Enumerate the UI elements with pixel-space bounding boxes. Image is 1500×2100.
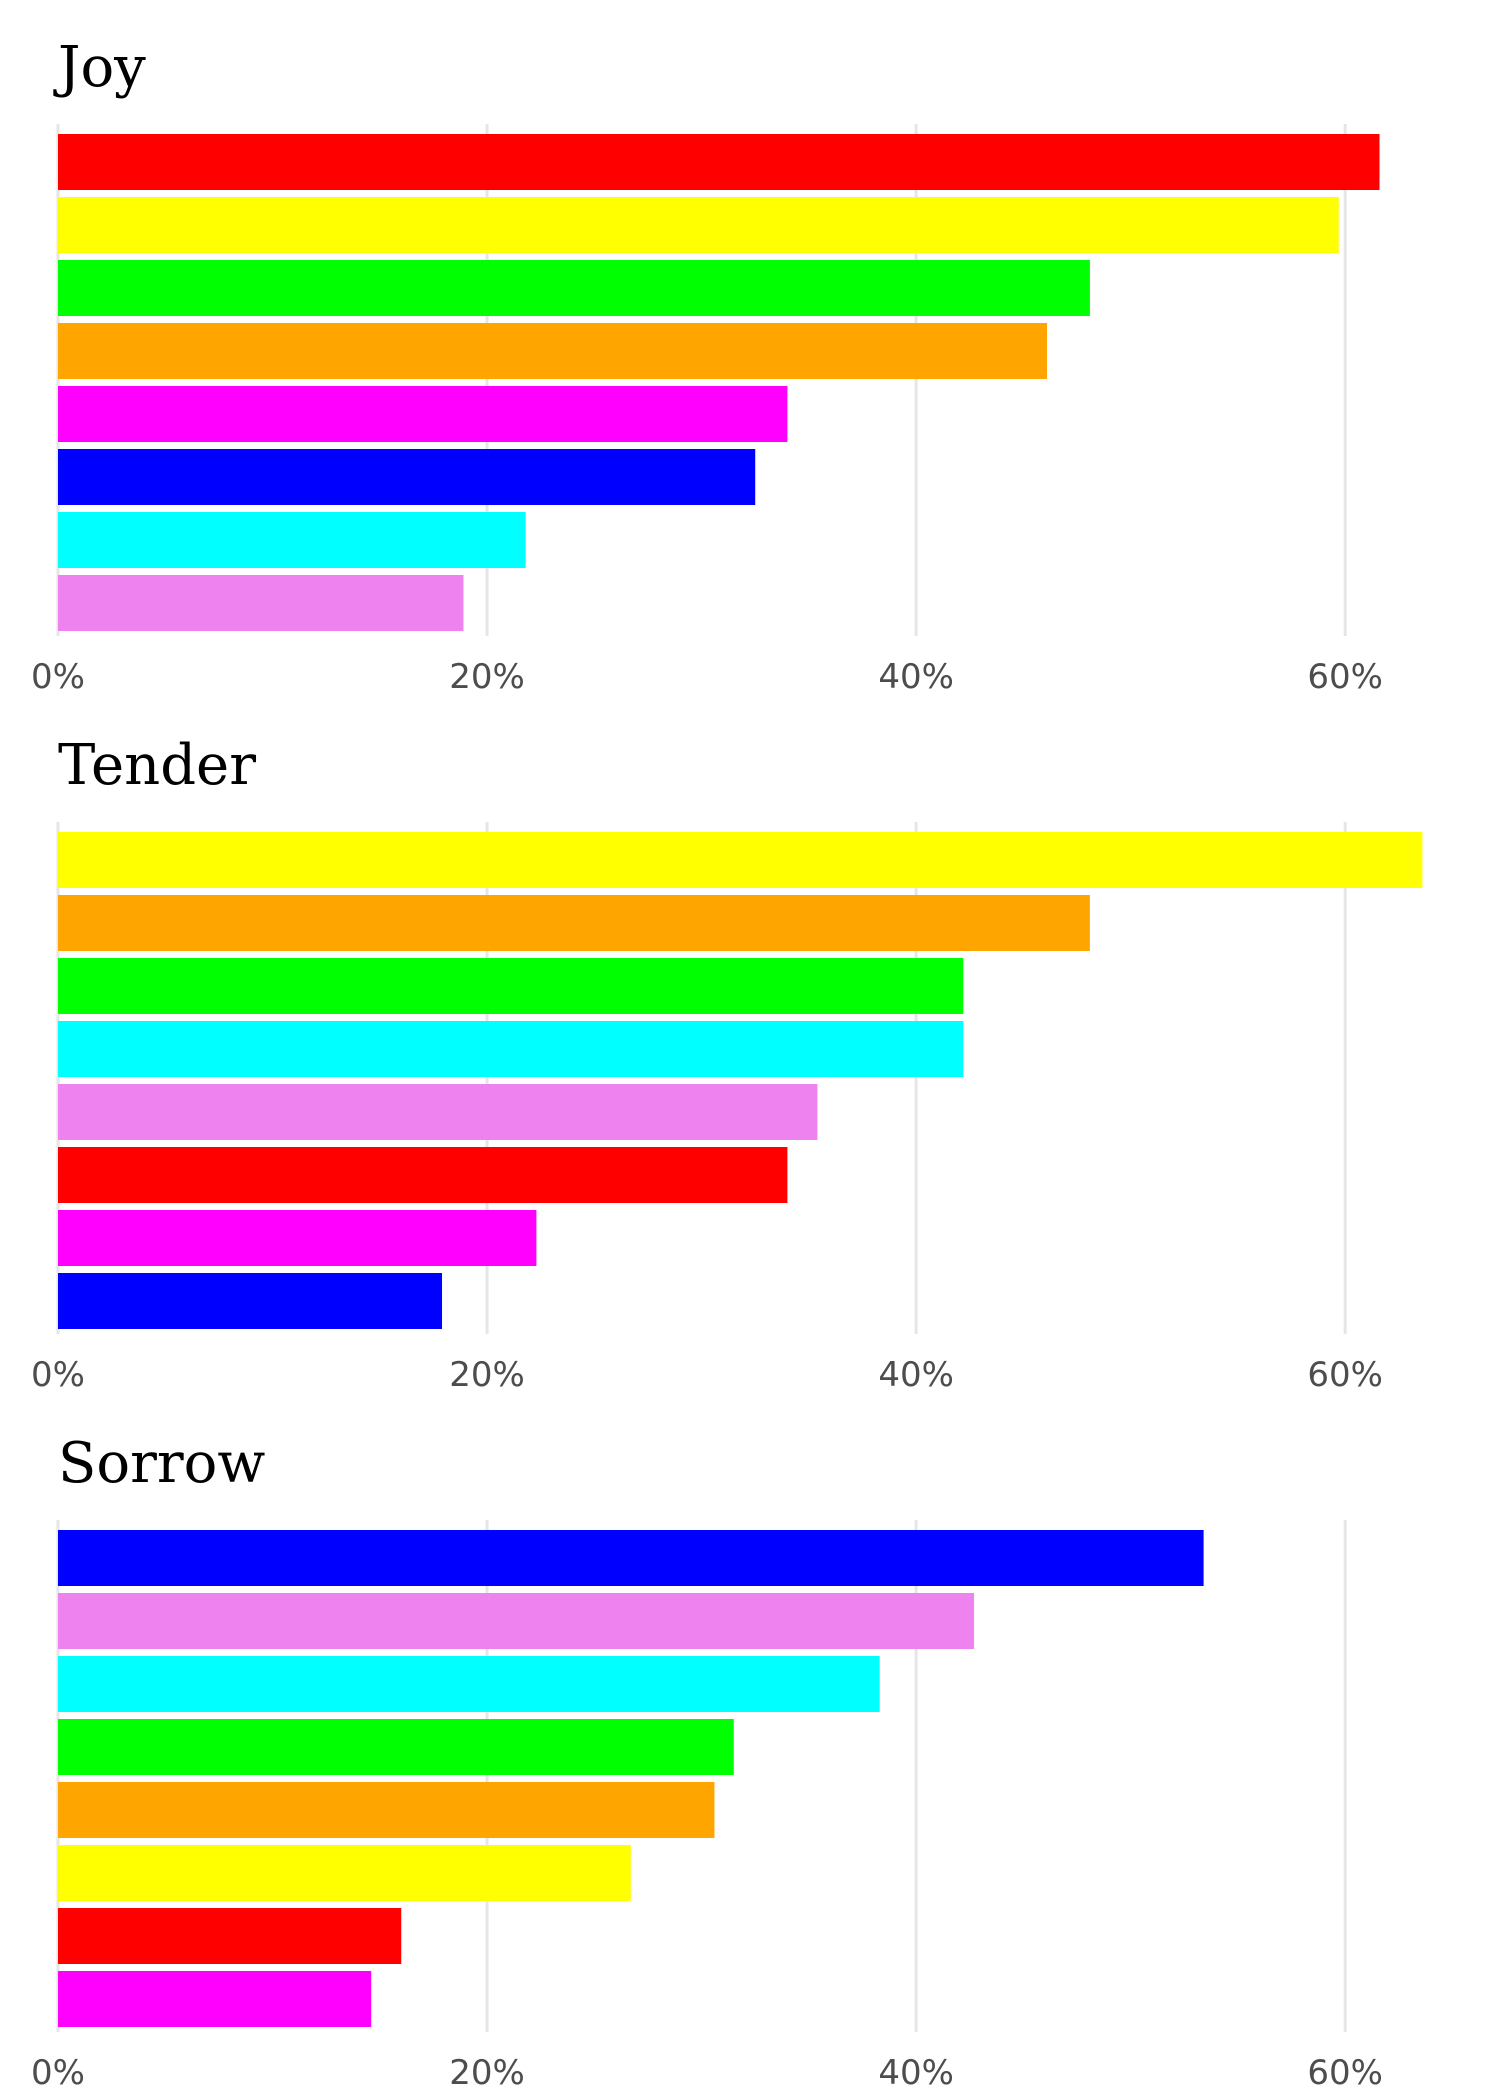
x-tick-label: 40% (878, 657, 954, 697)
bar-4 (58, 323, 1047, 379)
panel-title: Tender (58, 733, 256, 798)
x-tick-label: 0% (31, 657, 85, 697)
x-tick-label: 0% (31, 2053, 85, 2093)
chart-panel-1: Joy 0% 20% 40% 60% (31, 35, 1383, 697)
chart-panel-3: Sorrow 0% 20% 40% 60% (31, 1431, 1383, 2093)
bar-5 (58, 1084, 818, 1140)
x-tick-label: 40% (878, 1355, 954, 1395)
x-tick-label: 20% (449, 2053, 525, 2093)
bar-1 (58, 1530, 1204, 1586)
bar-2 (58, 197, 1339, 253)
bar-1 (58, 134, 1380, 190)
bar-2 (58, 895, 1090, 951)
bar-8 (58, 575, 464, 631)
bar-1 (58, 832, 1423, 888)
bar-6 (58, 449, 756, 505)
x-tick-label: 20% (449, 1355, 525, 1395)
bar-3 (58, 958, 964, 1014)
bar-7 (58, 512, 526, 568)
bar-5 (58, 1782, 715, 1838)
x-tick-label: 60% (1307, 1355, 1383, 1395)
bar-3 (58, 260, 1090, 316)
bar-7 (58, 1908, 402, 1964)
chart-panel-2: Tender 0% 20% 40% 60% (31, 733, 1423, 1395)
x-tick-label: 60% (1307, 657, 1383, 697)
bar-5 (58, 386, 788, 442)
bar-2 (58, 1593, 975, 1649)
bar-4 (58, 1719, 734, 1775)
x-tick-label: 20% (449, 657, 525, 697)
bar-4 (58, 1021, 964, 1077)
x-tick-label: 0% (31, 1355, 85, 1395)
bar-8 (58, 1273, 443, 1329)
panel-title: Sorrow (58, 1431, 265, 1496)
bar-6 (58, 1845, 631, 1901)
x-tick-label: 40% (878, 2053, 954, 2093)
bar-3 (58, 1656, 880, 1712)
bar-8 (58, 1971, 372, 2027)
panel-title: Joy (53, 35, 146, 100)
bar-7 (58, 1210, 537, 1266)
x-tick-label: 60% (1307, 2053, 1383, 2093)
bar-6 (58, 1147, 788, 1203)
